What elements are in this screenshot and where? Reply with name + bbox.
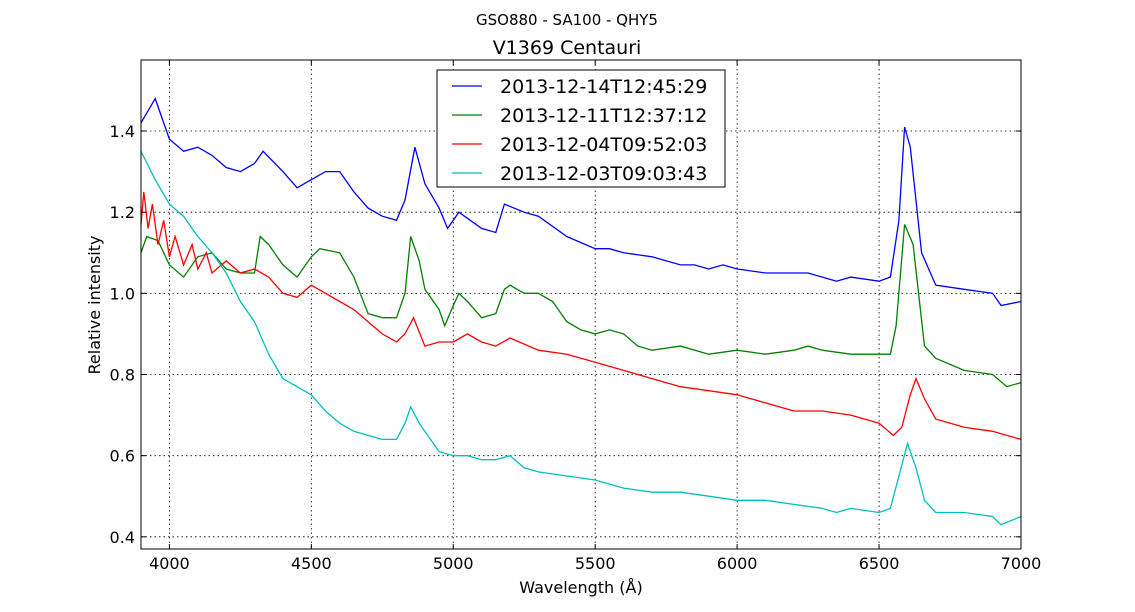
plot-frame (140, 59, 1022, 550)
legend-label: 2013-12-04T09:52:03 (500, 134, 707, 156)
chart-suptitle: GSO880 - SA100 - QHY5 (476, 11, 658, 29)
y-tick-label: 0.4 (110, 528, 135, 547)
legend-box (436, 69, 726, 188)
x-tick-label: 4000 (149, 554, 190, 573)
y-tick-label: 1.4 (110, 122, 135, 141)
y-tick-label: 1.0 (110, 284, 135, 303)
x-tick-label: 6000 (717, 554, 758, 573)
x-axis-label: Wavelength (Å) (519, 578, 642, 597)
series-line-3 (140, 151, 1022, 526)
x-tick-label: 5500 (575, 554, 616, 573)
legend-label: 2013-12-14T12:45:29 (500, 76, 707, 98)
x-tick-label: 4500 (291, 554, 332, 573)
legend-label: 2013-12-11T12:37:12 (500, 105, 707, 127)
y-tick-label: 1.2 (110, 203, 135, 222)
series-line-0 (140, 97, 1022, 307)
x-tick-label: 7000 (1001, 554, 1042, 573)
x-tick-label: 6500 (859, 554, 900, 573)
y-axis-label: Relative intensity (85, 236, 104, 375)
series-line-1 (140, 224, 1022, 388)
y-tick-label: 0.6 (110, 447, 135, 466)
ticks: 4000 4500 5000 5500 6000 6500 7000 0.4 0.6 0.8 1.0… (110, 60, 1042, 573)
series-lines (140, 97, 1022, 526)
y-tick-label: 0.8 (110, 366, 135, 385)
series-line-2 (140, 191, 1022, 441)
x-tick-label: 5000 (433, 554, 474, 573)
chart-title: V1369 Centauri (493, 37, 642, 59)
legend-label: 2013-12-03T09:03:43 (500, 163, 707, 185)
legend: 2013-12-14T12:45:29 2013-12-11T12:37:12 20… (436, 69, 726, 188)
